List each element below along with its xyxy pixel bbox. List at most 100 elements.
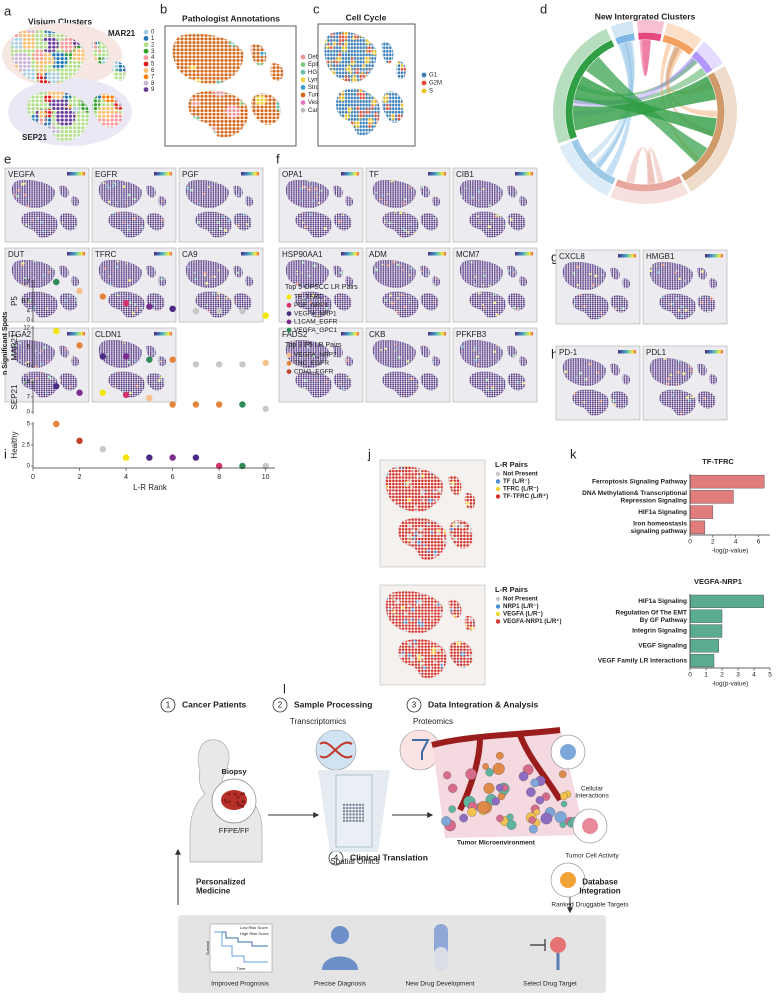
gene-label: CA9 (182, 250, 198, 259)
chord-sector (638, 32, 662, 42)
detail-icon (582, 818, 598, 834)
outcome-label: Precise Diagnosis (314, 981, 367, 988)
biopsy-texture (241, 799, 245, 803)
colorbar (67, 172, 85, 176)
legend-swatch (300, 62, 306, 67)
dot (76, 342, 83, 349)
dot (262, 405, 269, 412)
outcome-label: Select Drug Target (523, 981, 577, 988)
dot (99, 446, 107, 453)
biopsy-texture (233, 792, 237, 796)
label: Biopsy (221, 767, 247, 776)
panel-letter: d (540, 1, 547, 16)
chord-sector-outer (553, 28, 612, 144)
legend-swatch (495, 486, 501, 492)
panel-title: Visium Clusters (28, 16, 92, 26)
row-label: Healthy (10, 431, 19, 458)
colorbar (154, 252, 172, 256)
dot (53, 420, 60, 428)
legend-swatch (300, 77, 306, 83)
label: Cellular Interactions (575, 785, 609, 799)
colorbar (515, 332, 533, 336)
cell (533, 808, 540, 816)
spot-patch (10, 134, 16, 142)
sample-label: MAR21 (108, 29, 136, 38)
colorbar (618, 350, 636, 354)
label: FFPE/FF (219, 826, 250, 835)
bar (689, 609, 723, 623)
category-label: Ferroptosis Signaling Pathway (592, 478, 687, 485)
colorbar (705, 254, 723, 258)
dot (122, 454, 130, 461)
legend-swatch (300, 107, 306, 113)
legend-swatch (300, 85, 306, 90)
colorbar (241, 172, 259, 176)
dot (169, 401, 176, 408)
legend-label: TNC_EGFR (294, 360, 329, 367)
bar (689, 505, 714, 519)
panel-letter: c (313, 1, 320, 16)
legend-label: 6 (151, 68, 155, 74)
cell (518, 771, 529, 782)
legend-label: S (429, 89, 433, 95)
axis-title: -log(p-value) (712, 681, 749, 688)
cell (535, 796, 545, 805)
chord-ribbon (573, 76, 716, 131)
cell (459, 813, 468, 823)
chord-ribbon (605, 42, 634, 176)
axis-title: -log(p-value) (712, 548, 749, 555)
outcome-label: Improved Prognosis (211, 981, 270, 988)
x-tick-label: 0 (31, 474, 35, 481)
dot (215, 307, 223, 315)
chord-sector (571, 139, 616, 185)
y-tick-label: 4 (27, 309, 31, 315)
colorbar (428, 332, 446, 336)
legend-swatch (143, 68, 149, 73)
chord-sector (615, 33, 635, 45)
legend-title: L-R Pairs (495, 585, 528, 594)
spot-patch (125, 89, 126, 99)
legend-label: 0 (151, 30, 155, 36)
legend-swatch (495, 471, 501, 477)
legend-swatch (143, 87, 149, 92)
gene-label: CLDN1 (95, 330, 122, 339)
cell (528, 824, 538, 834)
dot (215, 401, 223, 408)
legend-title: Top 5 OPSCC LR Pairs (285, 284, 358, 291)
x-tick-label: 6 (171, 474, 175, 481)
x-tick-label: 0 (688, 672, 692, 679)
legend-label: 5 (151, 62, 155, 68)
legend-swatch (286, 360, 292, 366)
dot (239, 307, 246, 315)
legend-label: PGF_NRP1 (294, 302, 329, 309)
dot (215, 462, 223, 470)
y-tick-label: 7 (27, 395, 31, 401)
panel-title: Pathologist Annotations (182, 13, 280, 23)
category-label: Iron homeostasis signaling pathway (631, 520, 688, 534)
gene-label: PGF (182, 170, 199, 179)
dot (146, 303, 153, 310)
y-tick-label: 0 (27, 364, 31, 370)
legend-swatch (300, 69, 306, 75)
category-label: VEGF Family LR Interactions (598, 657, 688, 664)
spot-patch (114, 137, 126, 142)
dot (76, 389, 83, 396)
legend-swatch (421, 80, 427, 86)
dot (146, 454, 153, 461)
x-tick-label: 8 (217, 474, 221, 481)
gene-label: CKB (369, 330, 385, 339)
legend-label: 2 (151, 42, 155, 48)
legend-swatch (495, 604, 501, 609)
chord-sector (662, 34, 694, 55)
colorbar (341, 332, 359, 336)
chord-sector-outer (636, 20, 665, 34)
x-tick-label: 2 (720, 672, 724, 679)
panel-letter: l (283, 681, 286, 696)
chord-sector-outer (610, 182, 689, 204)
y-tick-label: 12 (23, 326, 30, 332)
inhibitor (530, 939, 546, 951)
panel-letter: e (4, 151, 11, 166)
cell (495, 783, 504, 792)
legend-label: VEGFA (L/R⁻) (503, 611, 543, 618)
